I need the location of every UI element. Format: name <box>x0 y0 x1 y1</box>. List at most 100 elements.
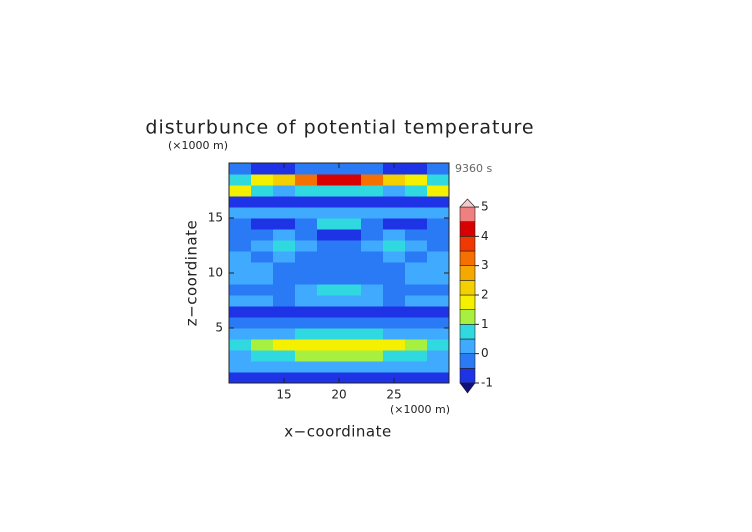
field-cell <box>229 295 252 307</box>
field-cell <box>317 339 340 351</box>
field-cell <box>317 273 340 285</box>
field-cell <box>427 218 450 230</box>
field-cell <box>361 372 384 384</box>
field-cell <box>383 174 406 186</box>
field-cell <box>251 229 274 241</box>
field-cell <box>295 262 318 274</box>
field-cell <box>295 229 318 241</box>
field-cell <box>317 174 340 186</box>
x-tick-label: 20 <box>331 388 346 402</box>
field-cell <box>229 339 252 351</box>
field-cell <box>383 350 406 362</box>
field-cell <box>405 295 428 307</box>
field-cell <box>295 207 318 219</box>
field-cell <box>251 185 274 197</box>
field-cell <box>361 306 384 318</box>
field-cell <box>229 251 252 263</box>
field-cell <box>273 295 296 307</box>
field-cell <box>427 350 450 362</box>
chart-title: disturbunce of potential temperature <box>145 117 534 139</box>
field-cell <box>251 218 274 230</box>
colorbar-bin <box>459 353 476 369</box>
field-cell <box>229 284 252 296</box>
field-cell <box>295 251 318 263</box>
field-cell <box>405 218 428 230</box>
field-cell <box>427 306 450 318</box>
field-cell <box>295 273 318 285</box>
x-tick-label: 25 <box>386 388 401 402</box>
field-cell <box>405 207 428 219</box>
colorbar-bin <box>459 294 476 310</box>
field-cell <box>273 284 296 296</box>
field-cell <box>405 361 428 373</box>
field-cell <box>405 251 428 263</box>
field-cell <box>273 361 296 373</box>
field-cell <box>427 240 450 252</box>
field-cell <box>361 240 384 252</box>
colorbar-bin <box>459 221 476 237</box>
field-cell <box>383 295 406 307</box>
field-cell <box>229 361 252 373</box>
field-cell <box>427 284 450 296</box>
field-cell <box>405 350 428 362</box>
field-cell <box>383 317 406 329</box>
field-cell <box>383 262 406 274</box>
field-cell <box>383 361 406 373</box>
field-cell <box>383 251 406 263</box>
field-cell <box>405 273 428 285</box>
field-cell <box>339 317 362 329</box>
field-cell <box>361 295 384 307</box>
field-cell <box>383 163 406 175</box>
field-cell <box>339 163 362 175</box>
field-cell <box>361 262 384 274</box>
field-cell <box>229 306 252 318</box>
field-cell <box>361 273 384 285</box>
field-cell <box>317 295 340 307</box>
field-cell <box>339 372 362 384</box>
field-cell <box>273 317 296 329</box>
field-cell <box>383 273 406 285</box>
field-cell <box>295 350 318 362</box>
field-cell <box>339 218 362 230</box>
colorbar-bin <box>459 250 476 266</box>
colorbar-bin <box>459 280 476 296</box>
field-cell <box>273 163 296 175</box>
field-cell <box>339 328 362 340</box>
field-cell <box>295 339 318 351</box>
field-cell <box>339 251 362 263</box>
field-cell <box>383 229 406 241</box>
field-cell <box>405 163 428 175</box>
field-cell <box>295 218 318 230</box>
field-cell <box>273 229 296 241</box>
field-cell <box>317 284 340 296</box>
field-cell <box>383 339 406 351</box>
field-cell <box>295 372 318 384</box>
field-cell <box>383 185 406 197</box>
field-cell <box>317 361 340 373</box>
field-cell <box>295 306 318 318</box>
field-cell <box>361 163 384 175</box>
field-cell <box>295 328 318 340</box>
field-cell <box>229 174 252 186</box>
field-cell <box>273 306 296 318</box>
colorbar-under <box>459 382 476 394</box>
field-cell <box>251 262 274 274</box>
y-tick-label: 15 <box>208 211 223 225</box>
field-cell <box>273 207 296 219</box>
field-cell <box>251 295 274 307</box>
field-cell <box>273 196 296 208</box>
field-cell <box>383 207 406 219</box>
y-tick-label: 10 <box>208 266 223 280</box>
field-cell <box>427 317 450 329</box>
field-cell <box>361 328 384 340</box>
field-cell <box>383 218 406 230</box>
field-cell <box>273 174 296 186</box>
field-cell <box>251 306 274 318</box>
field-cell <box>273 218 296 230</box>
field-cell <box>317 218 340 230</box>
y-axis-label: z−coordinate <box>183 220 201 326</box>
x-unit: (×1000 m) <box>390 403 450 416</box>
field-cell <box>405 317 428 329</box>
field-cell <box>317 240 340 252</box>
field-cell <box>229 185 252 197</box>
